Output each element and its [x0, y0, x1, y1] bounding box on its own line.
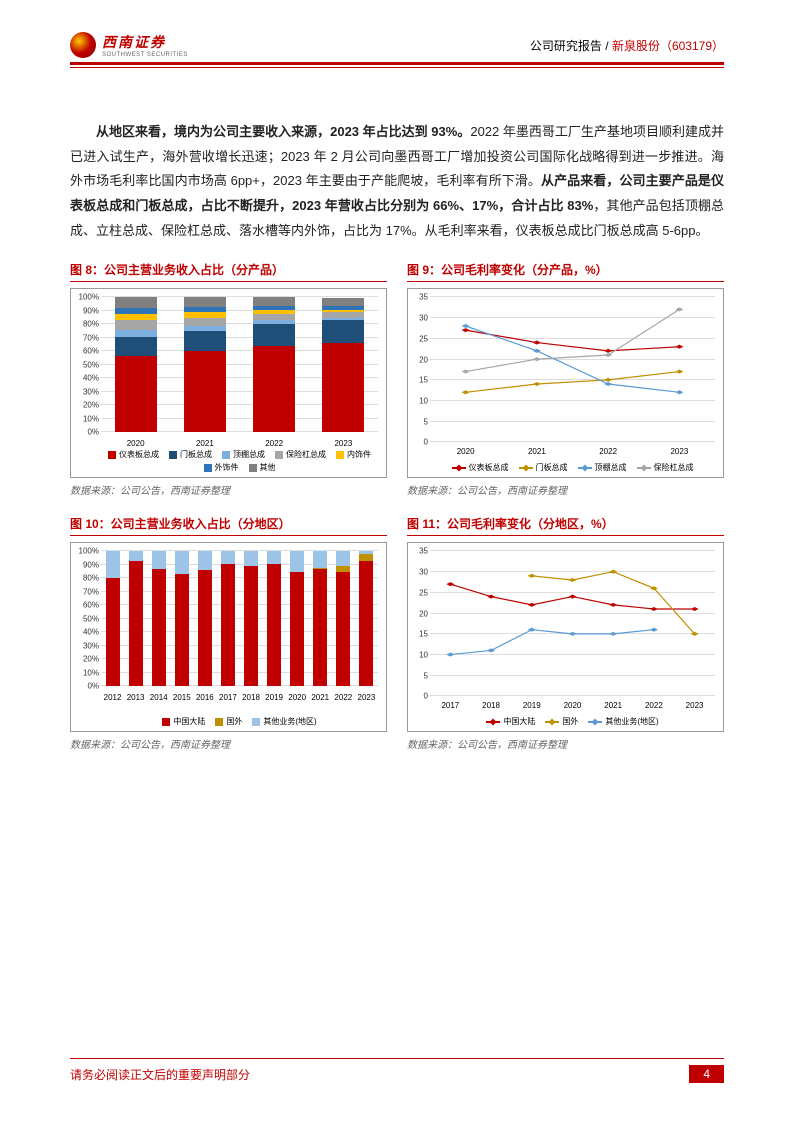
header-rule — [70, 62, 724, 65]
chart10-title: 图 10：公司主营业务收入占比（分地区） — [70, 515, 387, 536]
footer-disclaimer: 请务必阅读正文后的重要声明部分 — [70, 1066, 250, 1083]
body-paragraph: 从地区来看，境内为公司主要收入来源，2023 年占比达到 93%。2022 年墨… — [70, 120, 724, 243]
page-number: 4 — [689, 1065, 724, 1083]
logo: 西南证券 SOUTHWEST SECURITIES — [70, 32, 188, 58]
chart9: 051015202530352020202120222023仪表板总成门板总成顶… — [407, 288, 724, 478]
chart9-title: 图 9：公司毛利率变化（分产品，%） — [407, 261, 724, 282]
report-header-right: 公司研究报告 / 新泉股份（603179） — [530, 37, 724, 54]
chart9-source: 数据来源：公司公告，西南证券整理 — [407, 482, 724, 497]
chart8-source: 数据来源：公司公告，西南证券整理 — [70, 482, 387, 497]
page-footer: 请务必阅读正文后的重要声明部分 4 — [70, 1058, 724, 1083]
chart8-title: 图 8：公司主营业务收入占比（分产品） — [70, 261, 387, 282]
page-header: 西南证券 SOUTHWEST SECURITIES 公司研究报告 / 新泉股份（… — [70, 32, 724, 58]
chart11-title: 图 11：公司毛利率变化（分地区，%） — [407, 515, 724, 536]
company-name: 新泉股份 — [612, 39, 660, 53]
logo-name-cn: 西南证券 — [102, 32, 188, 52]
page-content: 从地区来看，境内为公司主要收入来源，2023 年占比达到 93%。2022 年墨… — [70, 120, 724, 751]
logo-name-en: SOUTHWEST SECURITIES — [102, 52, 188, 58]
chart11-source: 数据来源：公司公告，西南证券整理 — [407, 736, 724, 751]
chart10: 0%10%20%30%40%50%60%70%80%90%100%2012201… — [70, 542, 387, 732]
logo-icon — [70, 32, 96, 58]
chart11: 0510152025303520172018201920202021202220… — [407, 542, 724, 732]
ticker: （603179） — [660, 39, 724, 53]
chart8: 0%10%20%30%40%50%60%70%80%90%100%2020202… — [70, 288, 387, 478]
report-type: 公司研究报告 / — [530, 39, 612, 53]
chart10-source: 数据来源：公司公告，西南证券整理 — [70, 736, 387, 751]
